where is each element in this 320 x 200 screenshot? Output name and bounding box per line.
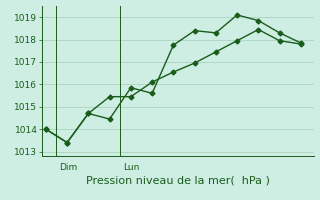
Text: Lun: Lun: [123, 163, 140, 172]
X-axis label: Pression niveau de la mer(  hPa ): Pression niveau de la mer( hPa ): [86, 175, 269, 185]
Text: Dim: Dim: [59, 163, 77, 172]
